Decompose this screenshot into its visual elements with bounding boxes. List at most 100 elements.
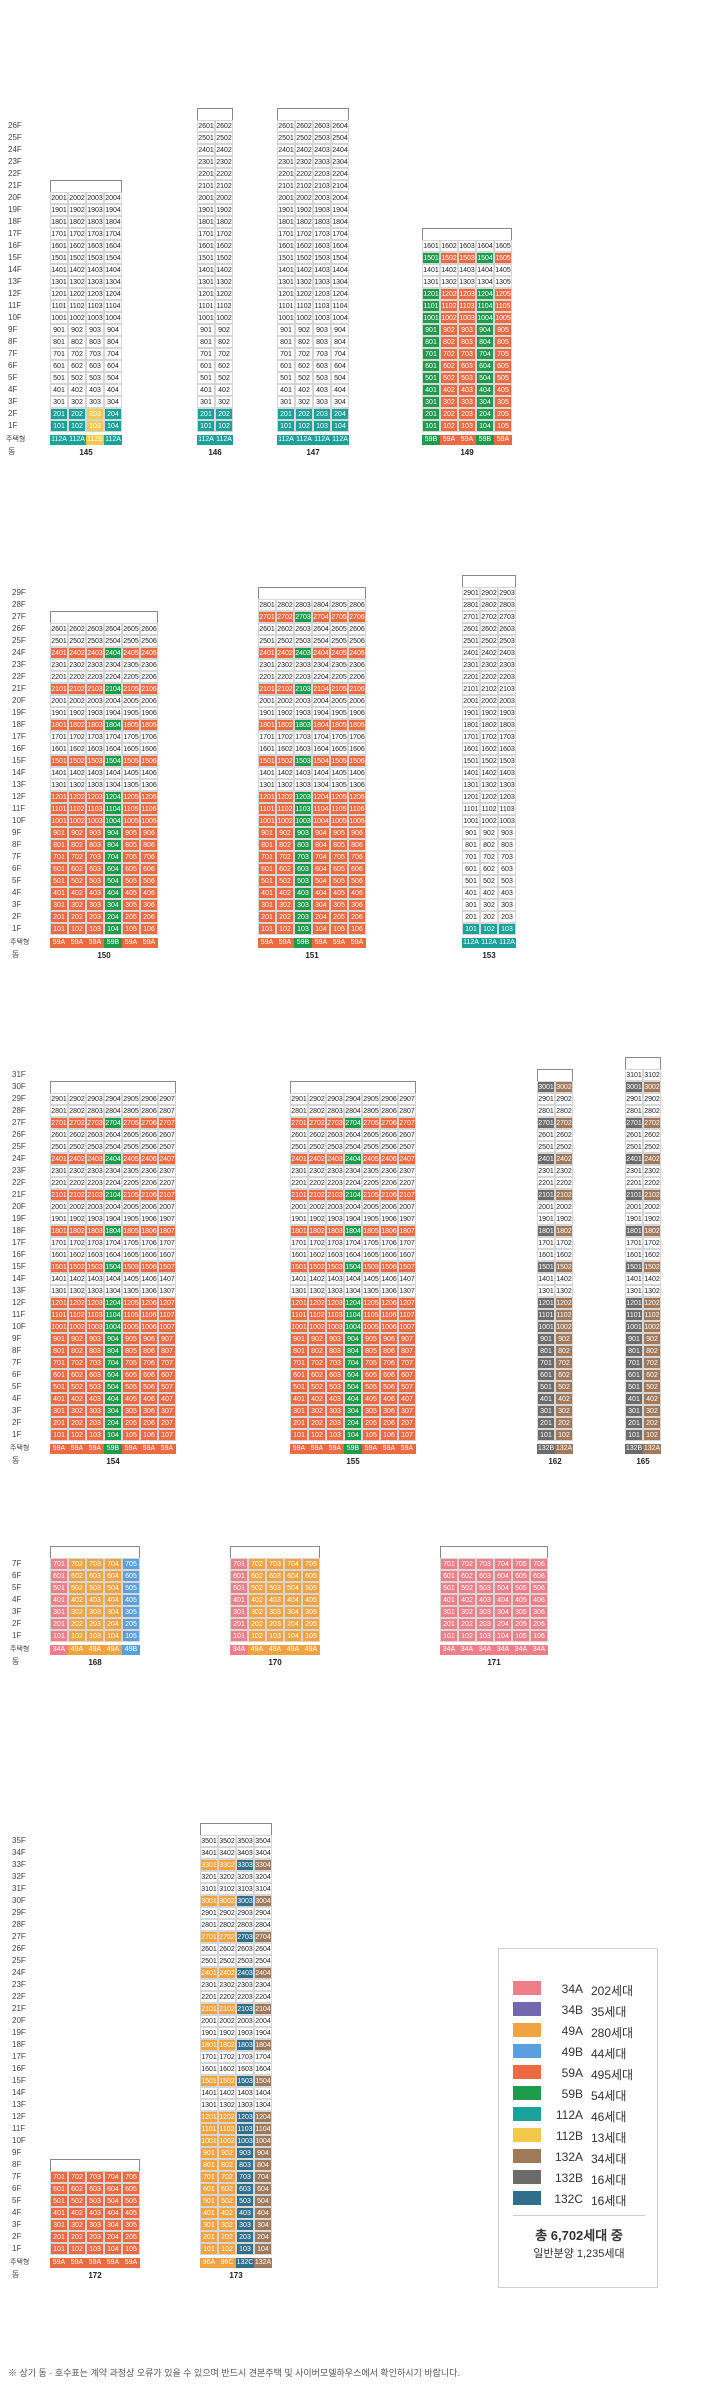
unit-cell[interactable]: 2502 — [308, 1141, 326, 1153]
unit-cell[interactable]: 1002 — [276, 815, 294, 827]
unit-cell[interactable]: 704 — [331, 348, 349, 360]
unit-cell[interactable]: 106 — [140, 923, 158, 935]
unit-cell[interactable]: 104 — [284, 1630, 302, 1642]
unit-cell[interactable]: 402 — [68, 384, 86, 396]
unit-cell[interactable]: 2003 — [86, 1201, 104, 1213]
unit-cell[interactable]: 1001 — [422, 312, 440, 324]
unit-cell[interactable]: 302 — [308, 1405, 326, 1417]
unit-cell[interactable]: 1402 — [308, 1273, 326, 1285]
unit-cell[interactable]: 401 — [462, 887, 480, 899]
unit-cell[interactable]: 1202 — [68, 288, 86, 300]
unit-cell[interactable]: 1202 — [68, 791, 86, 803]
unit-cell[interactable]: 2703 — [326, 1117, 344, 1129]
unit-cell[interactable]: 1002 — [440, 312, 458, 324]
unit-cell[interactable]: 701 — [50, 1558, 68, 1570]
unit-cell[interactable]: 702 — [248, 1558, 266, 1570]
unit-cell[interactable]: 1406 — [140, 767, 158, 779]
unit-cell[interactable]: 2706 — [348, 611, 366, 623]
unit-cell[interactable]: 605 — [494, 360, 512, 372]
unit-cell[interactable]: 201 — [50, 2231, 68, 2243]
unit-cell[interactable]: 303 — [236, 2219, 254, 2231]
unit-cell[interactable]: 505 — [512, 1582, 530, 1594]
unit-cell[interactable]: 1202 — [555, 1297, 573, 1309]
unit-cell[interactable]: 3204 — [254, 1871, 272, 1883]
unit-cell[interactable]: 507 — [398, 1381, 416, 1393]
unit-cell[interactable]: 705 — [122, 2171, 140, 2183]
unit-cell[interactable]: 2205 — [122, 1177, 140, 1189]
unit-cell[interactable]: 701 — [50, 348, 68, 360]
unit-cell[interactable]: 2004 — [254, 2015, 272, 2027]
unit-cell[interactable]: 2902 — [68, 1093, 86, 1105]
unit-cell[interactable]: 1101 — [625, 1309, 643, 1321]
unit-cell[interactable]: 2702 — [218, 1931, 236, 1943]
unit-cell[interactable]: 803 — [86, 1345, 104, 1357]
unit-cell[interactable]: 1105 — [494, 300, 512, 312]
unit-cell[interactable]: 1604 — [254, 2063, 272, 2075]
unit-cell[interactable]: 1807 — [398, 1225, 416, 1237]
unit-cell[interactable]: 503 — [326, 1381, 344, 1393]
unit-cell[interactable]: 303 — [86, 899, 104, 911]
unit-cell[interactable]: 2203 — [86, 671, 104, 683]
unit-cell[interactable]: 2801 — [290, 1105, 308, 1117]
unit-cell[interactable]: 3101 — [200, 1883, 218, 1895]
unit-cell[interactable]: 203 — [86, 408, 104, 420]
unit-cell[interactable]: 704 — [104, 2171, 122, 2183]
unit-cell[interactable]: 307 — [398, 1405, 416, 1417]
unit-cell[interactable]: 1003 — [498, 815, 516, 827]
unit-cell[interactable]: 201 — [462, 911, 480, 923]
unit-cell[interactable]: 2607 — [398, 1129, 416, 1141]
unit-cell[interactable]: 1705 — [122, 731, 140, 743]
unit-cell[interactable]: 1304 — [104, 276, 122, 288]
unit-cell[interactable]: 1903 — [498, 707, 516, 719]
unit-cell[interactable]: 405 — [122, 1393, 140, 1405]
unit-cell[interactable]: 701 — [258, 851, 276, 863]
unit-cell[interactable]: 704 — [254, 2171, 272, 2183]
unit-cell[interactable]: 2902 — [643, 1093, 661, 1105]
unit-cell[interactable]: 2501 — [537, 1141, 555, 1153]
unit-cell[interactable]: 1302 — [480, 779, 498, 791]
unit-cell[interactable]: 107 — [158, 1429, 176, 1441]
unit-cell[interactable]: 801 — [277, 336, 295, 348]
unit-cell[interactable]: 1403 — [86, 1273, 104, 1285]
unit-cell[interactable]: 1607 — [158, 1249, 176, 1261]
unit-cell[interactable]: 2603 — [326, 1129, 344, 1141]
unit-cell[interactable]: 1303 — [86, 1285, 104, 1297]
unit-cell[interactable]: 401 — [537, 1393, 555, 1405]
unit-cell[interactable]: 1902 — [308, 1213, 326, 1225]
unit-cell[interactable]: 1202 — [308, 1297, 326, 1309]
unit-cell[interactable]: 1401 — [422, 264, 440, 276]
unit-cell[interactable]: 402 — [68, 2207, 86, 2219]
unit-cell[interactable]: 402 — [555, 1393, 573, 1405]
unit-cell[interactable]: 1307 — [398, 1285, 416, 1297]
unit-cell[interactable]: 2202 — [480, 671, 498, 683]
unit-cell[interactable]: 2505 — [330, 635, 348, 647]
unit-cell[interactable]: 301 — [197, 396, 215, 408]
unit-cell[interactable]: 2905 — [362, 1093, 380, 1105]
unit-cell[interactable]: 2304 — [331, 156, 349, 168]
unit-cell[interactable]: 1403 — [458, 264, 476, 276]
unit-cell[interactable]: 1404 — [254, 2087, 272, 2099]
unit-cell[interactable]: 2102 — [68, 683, 86, 695]
unit-cell[interactable]: 2706 — [380, 1117, 398, 1129]
unit-cell[interactable]: 2401 — [290, 1153, 308, 1165]
unit-cell[interactable]: 1603 — [326, 1249, 344, 1261]
unit-cell[interactable]: 1304 — [312, 779, 330, 791]
unit-cell[interactable]: 501 — [277, 372, 295, 384]
unit-cell[interactable]: 2705 — [362, 1117, 380, 1129]
unit-cell[interactable]: 203 — [458, 408, 476, 420]
unit-cell[interactable]: 2601 — [50, 623, 68, 635]
unit-cell[interactable]: 2801 — [200, 1919, 218, 1931]
unit-cell[interactable]: 1704 — [331, 228, 349, 240]
unit-cell[interactable]: 1305 — [330, 779, 348, 791]
unit-cell[interactable]: 1504 — [104, 1261, 122, 1273]
unit-cell[interactable]: 1402 — [68, 264, 86, 276]
unit-cell[interactable]: 2402 — [643, 1153, 661, 1165]
unit-cell[interactable]: 804 — [254, 2159, 272, 2171]
unit-cell[interactable]: 605 — [512, 1570, 530, 1582]
unit-cell[interactable]: 202 — [68, 1417, 86, 1429]
unit-cell[interactable]: 1002 — [555, 1321, 573, 1333]
unit-cell[interactable]: 2403 — [498, 647, 516, 659]
unit-cell[interactable]: 503 — [86, 875, 104, 887]
unit-cell[interactable]: 303 — [86, 2219, 104, 2231]
unit-cell[interactable]: 703 — [313, 348, 331, 360]
